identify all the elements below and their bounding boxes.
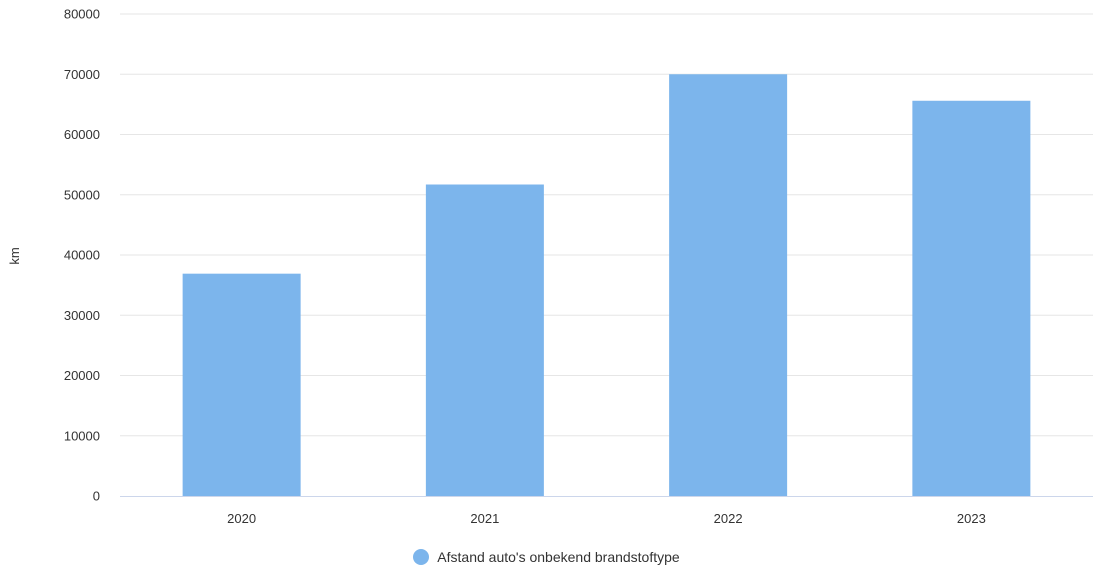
- y-tick-label: 40000: [64, 248, 100, 263]
- y-tick-label: 30000: [64, 308, 100, 323]
- bar-2021[interactable]: [425, 184, 544, 496]
- legend-label: Afstand auto's onbekend brandstoftype: [437, 549, 680, 565]
- y-tick-label: 0: [93, 489, 100, 504]
- axes: 0 10000 20000 30000 40000 50000 60000 70000 8000…: [64, 7, 1093, 526]
- y-axis-title: km: [7, 247, 22, 264]
- bar-2022[interactable]: [669, 74, 788, 496]
- x-tick-label: 2020: [227, 511, 256, 526]
- x-tick-label: 2022: [714, 511, 743, 526]
- legend[interactable]: Afstand auto's onbekend brandstoftype: [0, 549, 1093, 565]
- y-tick-label: 50000: [64, 187, 100, 202]
- bar-2023[interactable]: [912, 100, 1031, 496]
- bars: [182, 74, 1031, 496]
- y-tick-label: 60000: [64, 127, 100, 142]
- y-tick-label: 20000: [64, 368, 100, 383]
- x-tick-label: 2021: [470, 511, 499, 526]
- x-tick-label: 2023: [957, 511, 986, 526]
- y-tick-label: 70000: [64, 67, 100, 82]
- y-tick-label: 10000: [64, 428, 100, 443]
- bar-2020[interactable]: [182, 273, 301, 496]
- legend-marker: [413, 549, 430, 565]
- y-tick-label: 80000: [64, 7, 100, 22]
